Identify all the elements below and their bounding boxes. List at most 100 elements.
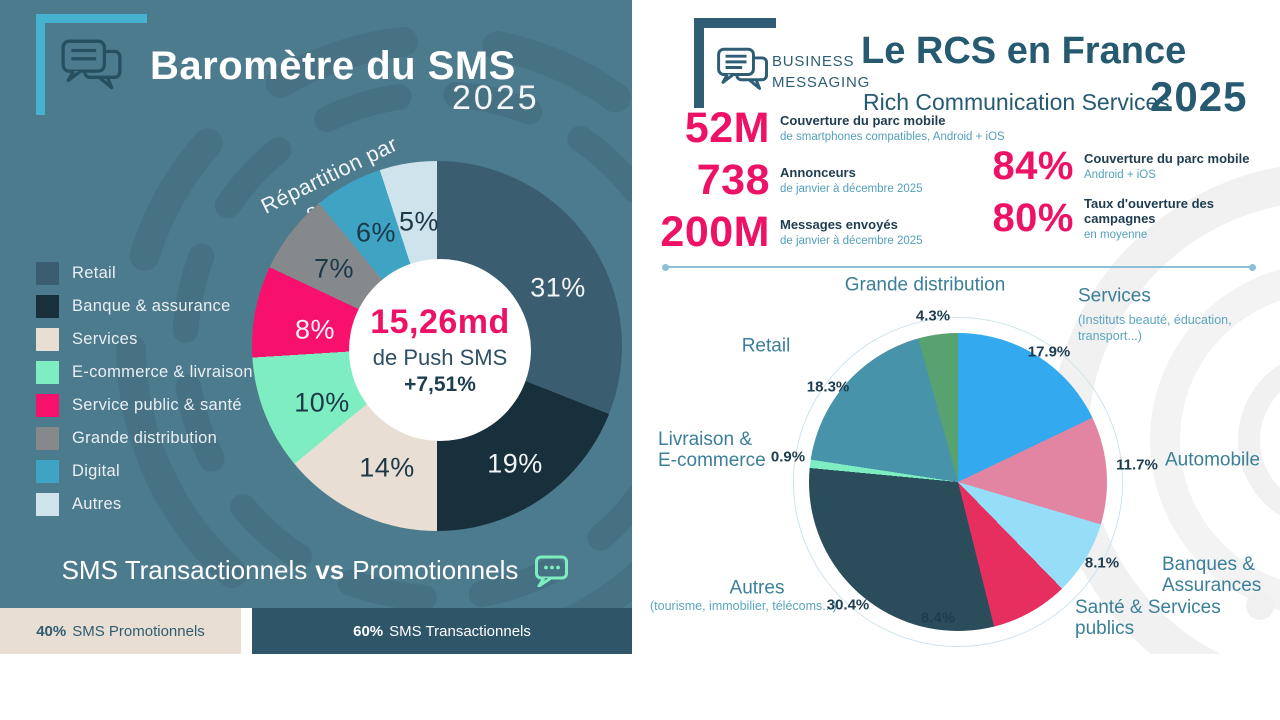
stat-value: 84% xyxy=(992,143,1074,188)
promo-label: SMS Promotionnels xyxy=(72,622,205,640)
pie-sector-label: Services xyxy=(1078,285,1151,307)
legend-label: Autres xyxy=(72,495,122,513)
legend-item: Digital xyxy=(36,460,253,483)
transactional-sms-bar: 60% SMS Transactionnels xyxy=(252,608,632,654)
pie-sector-label: Santé & Services publics xyxy=(1075,597,1221,639)
pie-percent-label: 8% xyxy=(294,314,336,345)
transactional-vs-promotional-heading: SMS Transactionnels vs Promotionnels xyxy=(0,550,632,590)
stat-value: 80% xyxy=(992,195,1074,240)
stat-row: 738 Annonceurs de janvier à décembre 2025 xyxy=(652,154,1005,206)
stat-sublabel: de janvier à décembre 2025 xyxy=(780,235,923,247)
stat-value: 52M xyxy=(684,103,770,152)
legend-label: Service public & santé xyxy=(72,396,242,414)
legend-item: Service public & santé xyxy=(36,394,253,417)
donut-center: 15,26md de Push SMS +7,51% xyxy=(349,259,531,441)
rcs-stats-right: 84% Couverture du parc mobile Android + iO… xyxy=(980,140,1280,244)
pie-percent-label: 6% xyxy=(355,217,397,248)
legend-label: Grande distribution xyxy=(72,429,218,447)
title-year: 2025 xyxy=(452,79,540,117)
stat-sublabel: de janvier à décembre 2025 xyxy=(780,183,923,195)
rcs-year: 2025 xyxy=(1150,73,1248,120)
stat-label: Messages envoyés xyxy=(780,217,898,232)
pie-percent-label: 30.4% xyxy=(826,596,870,614)
corner-bracket-icon xyxy=(36,14,147,23)
heading-vs: vs xyxy=(315,554,345,585)
divider-line xyxy=(662,263,1256,271)
stat-row: 52M Couverture du parc mobile de smartphon… xyxy=(652,102,1005,154)
rcs-sector-pie xyxy=(809,333,1107,631)
pie-percent-label: 0.9% xyxy=(770,448,806,466)
pie-sector-label: Banques & Assurances xyxy=(1162,554,1262,596)
legend-item: Retail xyxy=(36,262,253,285)
pie-sector-label: Automobile xyxy=(1165,449,1261,471)
heading-part: SMS Transactionnels xyxy=(61,554,308,585)
legend-label: Digital xyxy=(72,462,120,480)
page-title: Baromètre du SMS xyxy=(150,44,516,88)
stat-value: 738 xyxy=(696,155,770,204)
business-messaging-icon xyxy=(717,47,768,90)
pie-percent-label: 31% xyxy=(530,272,586,303)
chat-bubbles-icon xyxy=(61,39,122,90)
stat-sublabel: en moyenne xyxy=(1084,228,1148,241)
stat-sublabel: de smartphones compatibles, Android + iO… xyxy=(780,131,1005,143)
stat-label: Annonceurs xyxy=(780,165,856,180)
legend-item: Services xyxy=(36,328,253,351)
pie-percent-label: 8.1% xyxy=(1084,554,1120,572)
pie-percent-label: 18.3% xyxy=(806,378,850,396)
pie-percent-label: 8.4% xyxy=(920,609,956,627)
push-sms-growth: +7,51% xyxy=(404,373,476,396)
corner-bracket-icon xyxy=(36,14,45,115)
pie-sector-annotation: (tourisme, immobilier, télécoms...) xyxy=(650,599,837,613)
stat-value: 200M xyxy=(660,207,770,256)
legend-item: Banque & assurance xyxy=(36,295,253,318)
rcs-panel: BUSINESS MESSAGING Le RCS en France Rich… xyxy=(632,0,1280,720)
brand-line: MESSAGING xyxy=(772,74,871,91)
promotional-sms-bar: 40% SMS Promotionnels xyxy=(0,608,241,654)
legend-label: E-commerce & livraison xyxy=(72,363,253,381)
rcs-title: Le RCS en France xyxy=(861,30,1187,72)
brand-line: BUSINESS xyxy=(772,53,855,70)
trans-percent: 60% xyxy=(353,622,384,640)
legend-swatch xyxy=(36,361,59,384)
legend-label: Services xyxy=(72,330,138,348)
pie-percent-label: 14% xyxy=(359,452,415,483)
pie-percent-label: 7% xyxy=(313,253,355,284)
pie-sector-label: Livraison & E-commerce xyxy=(658,429,766,471)
stat-label: Couverture du parc mobile xyxy=(780,113,946,128)
legend-swatch xyxy=(36,394,59,417)
pie-sector-label: Grande distribution xyxy=(844,274,1006,296)
legend-swatch xyxy=(36,460,59,483)
legend-item: Grande distribution xyxy=(36,427,253,450)
sector-legend: Retail Banque & assurance Services E-commer… xyxy=(36,262,253,526)
stat-row: 200M Messages envoyés de janvier à décembr… xyxy=(652,206,1005,258)
stat-sublabel: Android + iOS xyxy=(1084,169,1156,181)
speech-bubble-dots-icon xyxy=(535,555,569,587)
push-sms-total: 15,26md xyxy=(370,303,510,341)
pie-sector-label: Retail xyxy=(741,335,791,357)
pie-percent-label: 10% xyxy=(294,387,350,418)
legend-swatch xyxy=(36,493,59,516)
corner-bracket-icon xyxy=(694,18,776,28)
pie-percent-label: 5% xyxy=(398,206,440,237)
stat-label: Taux d'ouverture des campagnes xyxy=(1084,195,1214,226)
pie-percent-label: 19% xyxy=(487,448,543,479)
operators-footer: free af2m Imaginer, construire et sécuri… xyxy=(0,654,1280,720)
legend-label: Retail xyxy=(72,264,116,282)
legend-item: E-commerce & livraison xyxy=(36,361,253,384)
stat-row: 80% Taux d'ouverture des campagnes en moye… xyxy=(980,192,1280,244)
rcs-subtitle: Rich Communication Services xyxy=(863,89,1170,115)
pie-sector-label: Autres xyxy=(729,577,785,599)
rcs-stats-left: 52M Couverture du parc mobile de smartphon… xyxy=(652,102,1005,258)
corner-bracket-icon xyxy=(694,18,704,108)
promo-percent: 40% xyxy=(36,622,67,640)
legend-item: Autres xyxy=(36,493,253,516)
business-messaging-wordmark: BUSINESS MESSAGING xyxy=(772,51,870,93)
sms-barometer-panel: Baromètre du SMS 2025 Répartition par se… xyxy=(0,0,632,608)
legend-swatch xyxy=(36,427,59,450)
stat-row: 84% Couverture du parc mobile Android + iO… xyxy=(980,140,1280,192)
legend-swatch xyxy=(36,295,59,318)
pie-percent-label: 17.9% xyxy=(1027,343,1071,361)
stat-label: Couverture du parc mobile xyxy=(1084,151,1250,166)
pie-percent-label: 11.7% xyxy=(1116,456,1158,474)
